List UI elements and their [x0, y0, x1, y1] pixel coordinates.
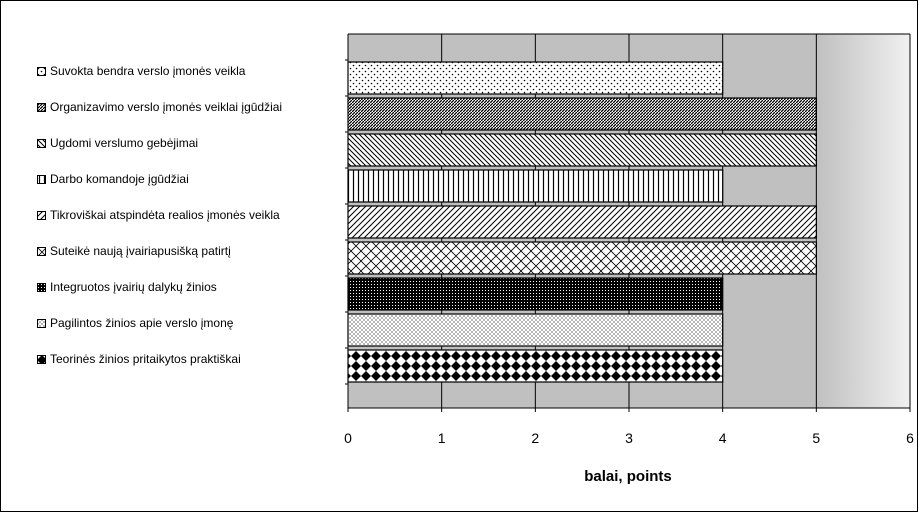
legend-label: Ugdomi verslumo gebėjimai	[50, 136, 199, 150]
bar	[347, 313, 724, 347]
legend-swatch	[37, 282, 46, 292]
bar	[347, 241, 817, 275]
legend-label: Integruotos įvairių dalykų žinios	[50, 280, 217, 294]
x-tick-label: 2	[531, 430, 539, 446]
legend-item: Darbo komandoje įgūdžiai	[37, 171, 189, 187]
bar	[347, 205, 817, 239]
legend-item: Pagilintos žinios apie verslo įmonę	[37, 315, 233, 331]
x-tick-label: 5	[812, 430, 820, 446]
legend-label: Organizavimo verslo įmonės veiklai įgūdž…	[50, 100, 283, 114]
x-tick-label: 1	[438, 430, 446, 446]
legend-item: Ugdomi verslumo gebėjimai	[37, 135, 198, 151]
bar	[347, 61, 724, 95]
legend-swatch	[37, 354, 46, 364]
legend-label: Teorinės žinios pritaikytos praktiškai	[50, 352, 241, 366]
legend-item: Integruotos įvairių dalykų žinios	[37, 279, 217, 295]
x-tick-label: 3	[625, 430, 633, 446]
legend-label: Tikroviškai atspindėta realios įmonės ve…	[50, 208, 280, 222]
legend-swatch	[37, 66, 46, 76]
legend-item: Suteikė naują įvairiapusišką patirtį	[37, 243, 231, 259]
x-tick-label: 4	[719, 430, 727, 446]
legend-label: Suteikė naują įvairiapusišką patirtį	[50, 244, 231, 258]
legend-swatch	[37, 138, 46, 148]
bar	[347, 133, 817, 167]
legend-label: Darbo komandoje įgūdžiai	[50, 172, 189, 186]
legend-swatch	[37, 246, 46, 256]
legend-item: Tikroviškai atspindėta realios įmonės ve…	[37, 207, 280, 223]
bar	[347, 349, 724, 383]
x-tick-label: 6	[906, 430, 914, 446]
bar	[347, 277, 724, 311]
legend-swatch	[37, 210, 46, 220]
legend-label: Suvokta bendra verslo įmonės veikla	[50, 64, 246, 78]
legend-item: Organizavimo verslo įmonės veiklai įgūdž…	[37, 99, 282, 115]
legend-item: Teorinės žinios pritaikytos praktiškai	[37, 351, 241, 367]
bar	[347, 97, 817, 131]
legend-swatch	[37, 174, 46, 184]
x-axis-title: balai, points	[584, 468, 672, 485]
legend-item: Suvokta bendra verslo įmonės veikla	[37, 63, 245, 79]
plot-background-right	[816, 34, 910, 408]
x-tick-label: 0	[344, 430, 352, 446]
bar	[347, 169, 724, 203]
legend-swatch	[37, 318, 46, 328]
legend-swatch	[37, 102, 46, 112]
legend-label: Pagilintos žinios apie verslo įmonę	[50, 316, 234, 330]
